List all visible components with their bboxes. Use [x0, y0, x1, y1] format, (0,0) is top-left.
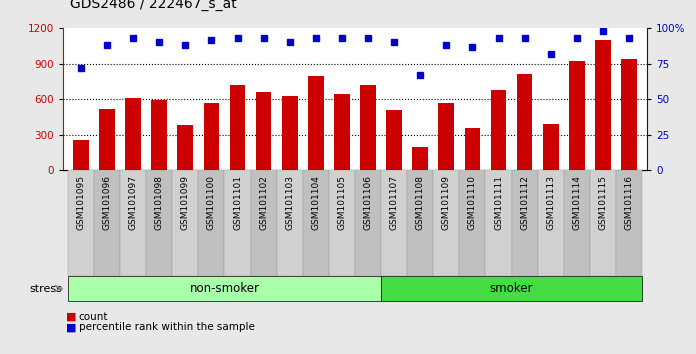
Bar: [256, 92, 271, 170]
Text: GSM101116: GSM101116: [624, 175, 633, 230]
Text: ■: ■: [66, 312, 77, 322]
Bar: [590, 170, 616, 276]
Bar: [125, 98, 141, 170]
Bar: [459, 170, 486, 276]
Bar: [491, 90, 506, 170]
Bar: [230, 85, 245, 170]
Bar: [308, 75, 324, 170]
Bar: [564, 170, 590, 276]
Bar: [94, 170, 120, 276]
Text: GSM101115: GSM101115: [599, 175, 608, 230]
Bar: [120, 170, 146, 276]
Bar: [595, 40, 611, 170]
Text: ■: ■: [66, 322, 77, 332]
Bar: [146, 170, 172, 276]
Bar: [73, 141, 89, 170]
Bar: [334, 95, 349, 170]
Bar: [569, 61, 585, 170]
Text: GSM101098: GSM101098: [155, 175, 164, 230]
Text: stress: stress: [29, 284, 63, 293]
Text: GSM101105: GSM101105: [338, 175, 347, 230]
Bar: [204, 103, 219, 170]
Bar: [516, 74, 532, 170]
Bar: [282, 96, 298, 170]
Text: GSM101110: GSM101110: [468, 175, 477, 230]
Bar: [152, 100, 167, 170]
Bar: [381, 170, 407, 276]
Bar: [198, 170, 224, 276]
Bar: [386, 110, 402, 170]
Bar: [68, 170, 94, 276]
Bar: [486, 170, 512, 276]
Bar: [407, 170, 433, 276]
Bar: [412, 147, 428, 170]
Bar: [355, 170, 381, 276]
Text: GSM101114: GSM101114: [572, 175, 581, 230]
Text: count: count: [79, 312, 108, 322]
Bar: [361, 85, 376, 170]
Text: GSM101102: GSM101102: [259, 175, 268, 230]
Bar: [433, 170, 459, 276]
Bar: [172, 170, 198, 276]
Text: GSM101111: GSM101111: [494, 175, 503, 230]
Text: GSM101096: GSM101096: [102, 175, 111, 230]
Text: GSM101113: GSM101113: [546, 175, 555, 230]
Bar: [276, 170, 303, 276]
Text: GSM101109: GSM101109: [442, 175, 451, 230]
Text: GDS2486 / 222467_s_at: GDS2486 / 222467_s_at: [70, 0, 237, 11]
Bar: [438, 103, 454, 170]
Bar: [177, 125, 193, 170]
Bar: [465, 128, 480, 170]
Bar: [99, 109, 115, 170]
Bar: [537, 170, 564, 276]
Text: GSM101100: GSM101100: [207, 175, 216, 230]
Text: non-smoker: non-smoker: [189, 282, 260, 295]
Text: GSM101103: GSM101103: [285, 175, 294, 230]
Text: GSM101095: GSM101095: [77, 175, 86, 230]
Text: GSM101106: GSM101106: [363, 175, 372, 230]
Text: GSM101107: GSM101107: [390, 175, 399, 230]
Bar: [616, 170, 642, 276]
Text: GSM101108: GSM101108: [416, 175, 425, 230]
Text: GSM101101: GSM101101: [233, 175, 242, 230]
Text: percentile rank within the sample: percentile rank within the sample: [79, 322, 255, 332]
Bar: [543, 124, 559, 170]
Bar: [329, 170, 355, 276]
Text: GSM101097: GSM101097: [129, 175, 138, 230]
Bar: [512, 170, 538, 276]
Bar: [621, 59, 637, 170]
Text: GSM101112: GSM101112: [520, 175, 529, 230]
Bar: [303, 170, 329, 276]
Text: smoker: smoker: [490, 282, 533, 295]
Text: GSM101104: GSM101104: [311, 175, 320, 230]
Bar: [251, 170, 277, 276]
Text: GSM101099: GSM101099: [181, 175, 190, 230]
Bar: [224, 170, 251, 276]
